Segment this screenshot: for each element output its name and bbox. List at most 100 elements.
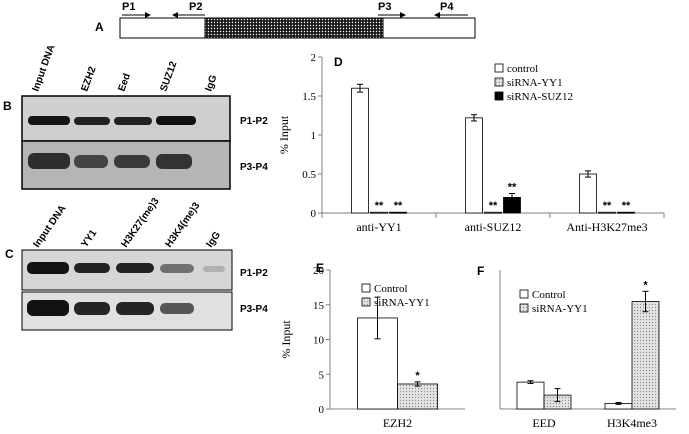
panel-a-schematic: A P1 P2 P3 P4 [95,1,476,39]
gel-b-lane-1: Input DNA [30,43,57,93]
bar [397,383,438,410]
gel-c-row-1: P1-P2 [240,268,268,279]
legend-swatch [519,289,529,299]
significance-mark: * [415,370,420,382]
x-tick-label: H3K4me3 [607,416,657,430]
chart-e: 0 5 10 15 20 % Input EZH2 * Control siRNA-YY1 [279,265,465,430]
significance-mark: ** [375,200,384,212]
legend-label: Control [532,289,566,301]
panel-label-f: F [477,264,484,278]
x-tick-label: EZH2 [383,416,412,430]
gel-b-band [156,154,192,169]
panel-label-d: D [334,55,343,69]
bar [631,301,660,410]
primer-p1: P1 [122,1,135,13]
x-tick-label: anti-SUZ12 [465,220,522,234]
legend-label: siRNA-SUZ12 [507,91,573,103]
panel-c-gel: C Input DNA YY1 H3K27(me)3 H3K4(me)3 IgG… [5,196,268,331]
gel-b-band [74,117,110,125]
gel-b-band [28,153,70,169]
gel-c-row-2: P3-P4 [240,304,268,315]
panel-label-c: C [5,247,14,261]
gel-c-band [160,264,194,273]
significance-mark: ** [508,182,517,194]
gel-b-band [114,155,150,168]
gel-b-row-1: P1-P2 [240,116,268,127]
gel-c-band [27,262,69,274]
gel-b-lane-3: Eed [116,72,133,93]
bar [484,211,502,214]
gel-b-band [156,116,196,125]
primer-p2: P2 [189,1,202,13]
gel-b-lane-4: SUZ12 [158,60,179,93]
legend-swatch [494,63,504,73]
legend-swatch [494,77,504,87]
primer-p2-arrowhead [172,12,178,18]
bar [465,117,483,214]
panel-label-a: A [95,20,104,34]
bar [516,381,545,410]
gel-c-lane-5: IgG [204,230,223,250]
primer-p4-arrowhead [434,12,440,18]
gel-c-band [74,263,110,273]
legend-swatch [519,303,529,313]
panel-b-gel: B Input DNA EZH2 Eed SUZ12 IgG P1-P2 P3-… [3,43,268,190]
bar [351,87,369,214]
gel-c-band [74,302,110,315]
x-tick-label: Anti-H3K27me3 [566,220,647,234]
bar [617,211,635,214]
legend-label: control [507,63,538,75]
legend-label: siRNA-YY1 [532,303,588,315]
gel-c-band [116,302,154,315]
panel-label-e: E [316,261,324,275]
gel-b-lane-2: EZH2 [79,65,98,93]
bar [389,211,407,214]
primer-p3: P3 [378,1,391,13]
gel-b-row-2: P3-P4 [240,162,268,173]
legend-label: Control [374,283,408,295]
significance-mark: * [643,279,648,291]
y-tick-label: 1.5 [302,91,316,103]
y-tick-label: 0.5 [302,169,316,181]
y-axis-title: % Input [279,320,293,359]
primer-p1-arrowhead [145,12,151,18]
gel-b-band [74,155,108,168]
significance-mark: ** [394,200,403,212]
y-axis-title: % Input [277,115,291,154]
bar [598,211,616,214]
y-tick-label: 1 [311,130,317,142]
gel-c-band [27,300,69,316]
legend-swatch [361,297,371,307]
significance-mark: ** [622,200,631,212]
hatched-region [204,17,384,39]
legend-swatch [361,283,371,293]
legend-swatch [494,91,504,101]
gel-b-band [28,116,70,125]
primer-p3-arrowhead [400,12,406,18]
bar [370,211,388,214]
x-tick-label: EED [532,416,556,430]
y-tick-label: 0 [311,208,317,220]
x-tick-label: anti-YY1 [356,220,401,234]
gel-c-band [116,263,154,273]
gel-c-lane-2: YY1 [79,228,99,250]
gel-c-band [203,266,225,272]
gel-c-lane-3: H3K27(me)3 [119,196,161,250]
significance-mark: ** [489,200,498,212]
chart-f: EED H3K4me3 * Control siRNA-YY1 [499,270,676,430]
gel-c-lane-4: H3K4(me)3 [163,200,202,249]
legend-label: siRNA-YY1 [507,77,563,89]
y-tick-label: 5 [319,369,325,381]
y-tick-label: 0 [319,404,325,416]
gel-b-lane-5: IgG [203,73,219,93]
panel-label-b: B [3,99,12,113]
y-tick-label: 15 [313,300,325,312]
primer-p4: P4 [440,1,454,13]
bar [579,173,597,214]
legend-label: siRNA-YY1 [374,297,430,309]
y-tick-label: 20 [313,265,325,277]
gel-c-lane-1: Input DNA [31,203,68,249]
significance-mark: ** [603,200,612,212]
chart-d: 0 0.5 1 1.5 2 % Input anti-YY1 anti-SUZ12 Anti-H… [277,52,665,234]
